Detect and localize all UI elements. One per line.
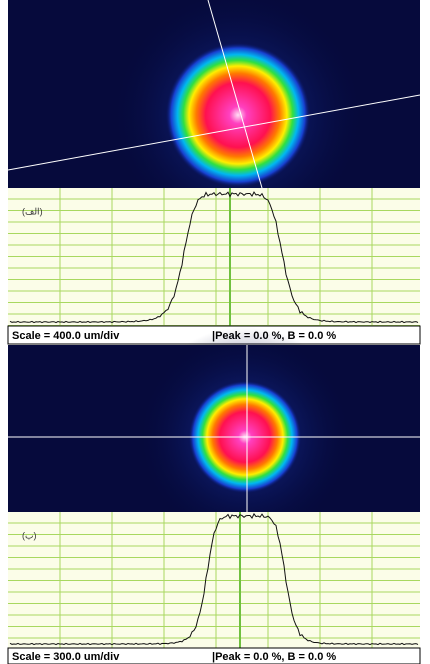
profile-curve <box>9 191 419 324</box>
panel-label: (ب) <box>22 530 36 540</box>
profile-plot-1 <box>8 188 420 326</box>
beam-image-1 <box>7 0 421 245</box>
profile-curve <box>9 512 419 646</box>
beam-image-2 <box>8 327 420 547</box>
peak-text: |Peak = 0.0 %, B = 0.0 % <box>212 651 336 663</box>
status-bar <box>7 647 421 664</box>
panel-label: (الف) <box>22 206 43 216</box>
scale-text: Scale = 400.0 um/div <box>12 330 120 342</box>
scale-text: Scale = 300.0 um/div <box>12 651 120 663</box>
profile-plot-2 <box>8 512 420 648</box>
